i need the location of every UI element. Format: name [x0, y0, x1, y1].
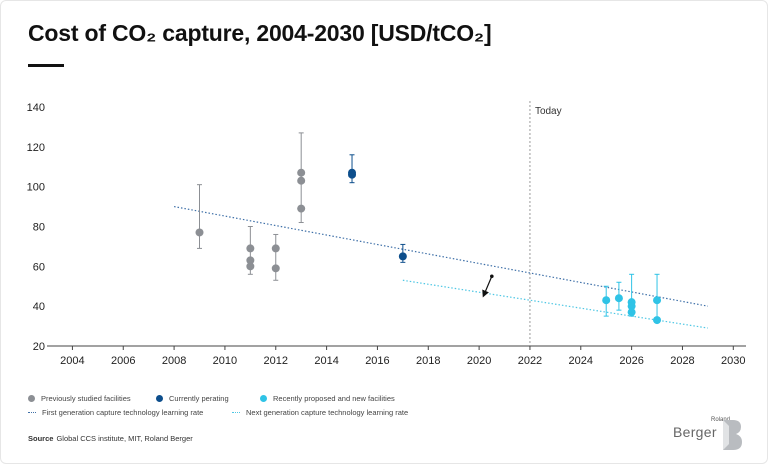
- data-point: [627, 302, 636, 311]
- y-tick-label: 80: [33, 222, 45, 234]
- x-tick-label: 2014: [314, 355, 338, 367]
- x-tick-label: 2006: [111, 355, 135, 367]
- legend-label-new: Recently proposed and new facilities: [273, 394, 395, 403]
- x-tick-label: 2024: [569, 355, 593, 367]
- trend-line-next-generation: [402, 279, 708, 329]
- legend-swatch-new: [260, 395, 267, 402]
- legend-swatch-next-line: [232, 412, 240, 413]
- source-note: Source Global CCS institute, MIT, Roland …: [28, 434, 193, 443]
- legend-item-first-line: First generation capture technology lear…: [28, 408, 203, 417]
- x-tick-label: 2030: [721, 355, 745, 367]
- data-point: [195, 228, 204, 237]
- data-point: [602, 296, 611, 305]
- x-tick-label: 2018: [416, 355, 440, 367]
- title-underline: [28, 64, 64, 67]
- data-point: [246, 256, 255, 265]
- scatter-chart: 20 40 60 80 100 120 140 2004 2006 2008 2010 2012 201…: [27, 101, 746, 367]
- legend-item-next-line: Next generation capture technology learn…: [232, 408, 408, 417]
- brand-mark-icon: [723, 420, 742, 450]
- y-tick-label: 120: [27, 142, 45, 154]
- data-point: [297, 176, 306, 185]
- data-point: [653, 316, 662, 325]
- x-tick-label: 2010: [213, 355, 237, 367]
- y-tick-label: 20: [33, 341, 45, 353]
- roland-berger-logo-icon: Roland Berger: [673, 414, 743, 454]
- legend-swatch-current: [156, 395, 163, 402]
- source-text: Global CCS institute, MIT, Roland Berger: [56, 434, 193, 443]
- x-tick-label: 2004: [60, 355, 84, 367]
- trend-line-first-generation: [173, 205, 708, 307]
- y-tick-label: 40: [33, 301, 45, 313]
- data-point: [246, 262, 255, 271]
- x-tick-label: 2022: [518, 355, 542, 367]
- legend-label-previous: Previously studied facilities: [41, 394, 131, 403]
- legend-item-current: Currently perating: [156, 394, 229, 403]
- data-point: [348, 170, 357, 179]
- data-point: [297, 204, 306, 213]
- legend-label-first-line: First generation capture technology lear…: [42, 408, 204, 417]
- data-point: [297, 168, 306, 177]
- y-tick-label: 60: [33, 261, 45, 273]
- x-tick-label: 2012: [264, 355, 288, 367]
- today-label: Today: [535, 106, 562, 117]
- legend-swatch-first-line: [28, 412, 36, 413]
- reduction-arrow: [482, 276, 493, 298]
- data-point: [614, 294, 623, 303]
- legend-swatch-previous: [28, 395, 35, 402]
- data-point: [653, 296, 662, 305]
- legend-label-next-line: Next generation capture technology learn…: [246, 408, 409, 417]
- x-tick-label: 2020: [467, 355, 491, 367]
- legend-label-current: Currently perating: [169, 394, 229, 403]
- legend-item-previous: Previously studied facilities: [28, 394, 131, 403]
- data-point: [398, 252, 407, 261]
- legend-item-new: Recently proposed and new facilities: [260, 394, 395, 403]
- x-tick-label: 2026: [619, 355, 643, 367]
- brand-big-text: Berger: [673, 424, 717, 440]
- y-tick-label: 100: [27, 182, 45, 194]
- data-point: [271, 264, 280, 273]
- data-point: [627, 308, 636, 317]
- x-tick-label: 2008: [162, 355, 186, 367]
- x-tick-label: 2028: [670, 355, 694, 367]
- x-tick-label: 2016: [365, 355, 389, 367]
- source-label: Source: [28, 434, 54, 443]
- data-point: [271, 244, 280, 253]
- chart-title: Cost of CO₂ capture, 2004-2030 [USD/tCO₂…: [28, 20, 492, 46]
- y-tick-label: 140: [27, 102, 45, 114]
- brand-small-text: Roland: [711, 417, 731, 423]
- data-point: [246, 244, 255, 253]
